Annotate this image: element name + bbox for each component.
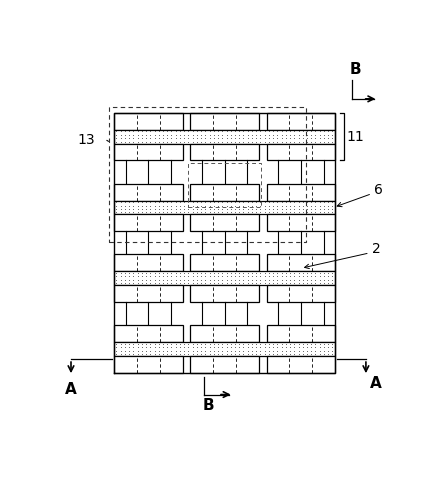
- Bar: [114, 201, 335, 214]
- Text: B: B: [202, 398, 214, 413]
- Bar: [267, 285, 335, 302]
- Bar: [190, 113, 259, 130]
- Bar: [114, 285, 183, 302]
- Bar: [114, 184, 183, 201]
- Bar: [114, 130, 335, 143]
- Bar: [267, 255, 335, 271]
- Bar: [190, 255, 259, 271]
- Bar: [114, 342, 335, 356]
- Bar: [109, 107, 307, 242]
- Bar: [190, 356, 259, 373]
- Bar: [190, 184, 259, 201]
- Text: 11: 11: [347, 130, 364, 143]
- Bar: [267, 356, 335, 373]
- Text: 6: 6: [374, 183, 383, 197]
- Text: A: A: [65, 382, 77, 397]
- Bar: [114, 143, 183, 160]
- Bar: [114, 271, 335, 285]
- Bar: [267, 325, 335, 342]
- Bar: [190, 214, 259, 231]
- Bar: [190, 143, 259, 160]
- Bar: [190, 325, 259, 342]
- Bar: [114, 356, 183, 373]
- Bar: [114, 214, 183, 231]
- Bar: [267, 184, 335, 201]
- Text: 2: 2: [372, 242, 381, 256]
- Bar: [188, 163, 261, 207]
- Bar: [267, 113, 335, 130]
- Bar: [190, 285, 259, 302]
- Bar: [114, 113, 183, 130]
- Bar: [267, 214, 335, 231]
- Bar: [267, 143, 335, 160]
- Bar: [114, 255, 183, 271]
- Bar: [114, 325, 183, 342]
- Text: 13: 13: [77, 133, 95, 147]
- Text: A: A: [370, 376, 382, 391]
- Text: B: B: [350, 62, 362, 77]
